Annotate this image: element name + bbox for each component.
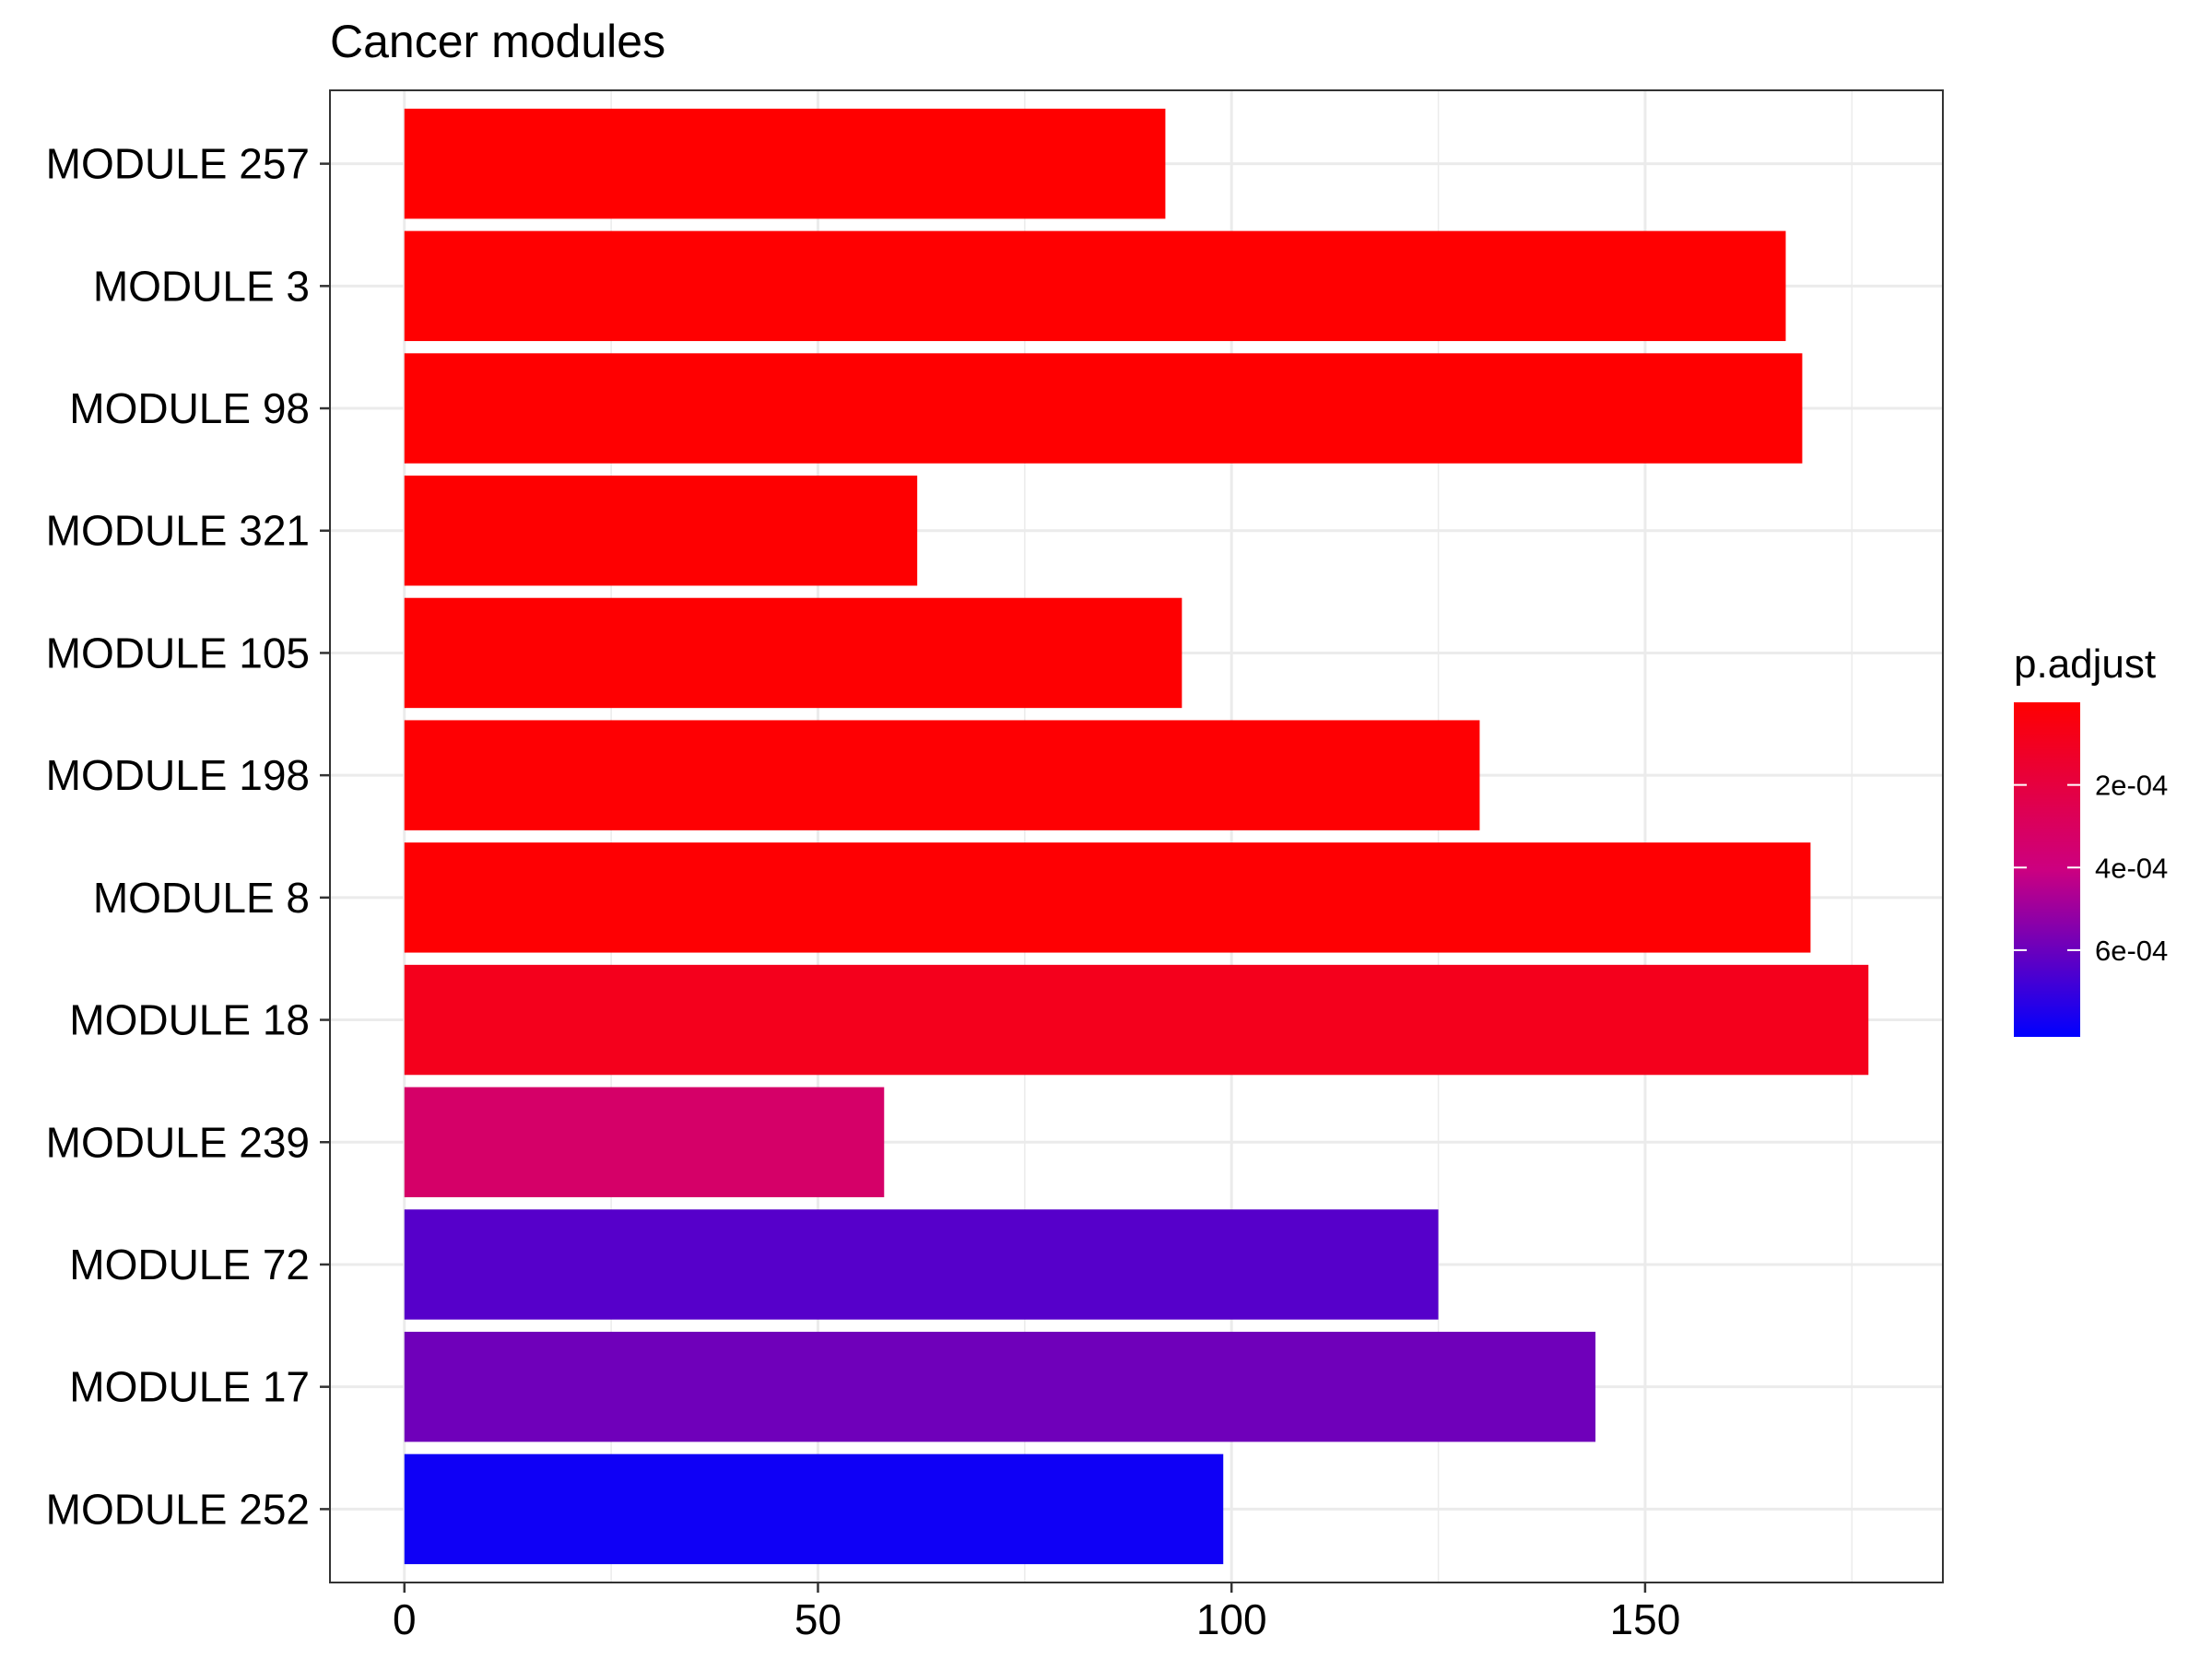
bar-module-3 <box>404 230 1786 342</box>
x-tick-label: 50 <box>794 1595 841 1643</box>
y-tick-label: MODULE 105 <box>46 629 310 677</box>
y-tick-label: MODULE 198 <box>46 751 310 799</box>
y-tick-label: MODULE 3 <box>93 262 310 310</box>
bar-module-257 <box>404 108 1166 219</box>
legend-tick-label: 2e-04 <box>2095 770 2168 802</box>
x-tick-label: 150 <box>1610 1595 1681 1643</box>
y-tick-label: MODULE 72 <box>69 1241 310 1288</box>
bar-module-198 <box>404 720 1480 830</box>
bar-module-252 <box>404 1453 1224 1565</box>
y-tick-label: MODULE 257 <box>46 140 310 188</box>
y-tick-label: MODULE 321 <box>46 507 310 555</box>
plot-area: MODULE 257 MODULE 3 MODULE 98 MODULE 321 MOD… <box>46 89 1944 1643</box>
bar-module-105 <box>404 597 1182 709</box>
x-tick-label: 100 <box>1196 1595 1267 1643</box>
legend-tick-label: 6e-04 <box>2095 935 2168 967</box>
chart-title: Cancer modules <box>330 16 665 67</box>
bar-module-321 <box>404 476 918 586</box>
y-tick-label: MODULE 252 <box>46 1485 310 1533</box>
y-tick-label: MODULE 17 <box>69 1363 310 1411</box>
bar-module-8 <box>404 842 1811 953</box>
bar-module-17 <box>404 1331 1596 1442</box>
legend-title: p.adjust <box>2014 641 2156 687</box>
bar-module-98 <box>404 353 1803 464</box>
x-tick-label: 0 <box>393 1595 417 1643</box>
panel-border <box>329 89 1944 1583</box>
bar-module-18 <box>404 964 1869 1076</box>
legend-tick-label: 4e-04 <box>2095 852 2168 884</box>
y-tick-label: MODULE 8 <box>93 874 310 922</box>
y-tick-label: MODULE 239 <box>46 1118 310 1166</box>
legend-colorbar <box>2014 702 2080 1037</box>
bar-module-72 <box>404 1209 1439 1320</box>
y-tick-label: MODULE 98 <box>69 384 310 432</box>
bar-module-239 <box>404 1087 885 1197</box>
color-legend: p.adjust 2e-04 4e-04 6e-04 <box>2014 641 2168 1037</box>
y-tick-label: MODULE 18 <box>69 996 310 1044</box>
